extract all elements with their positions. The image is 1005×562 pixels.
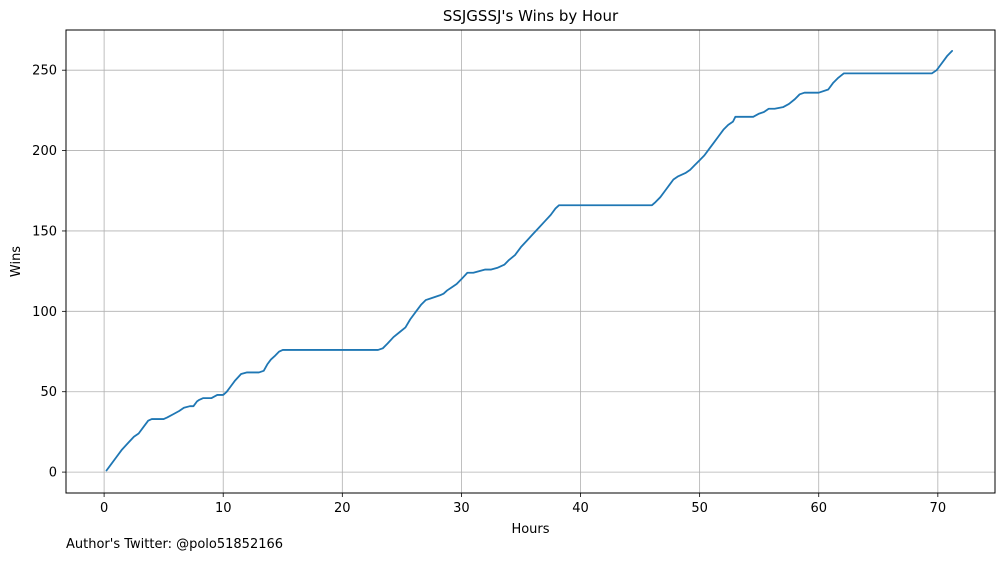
- x-tick-label: 30: [453, 501, 470, 516]
- chart-title: SSJGSSJ's Wins by Hour: [443, 7, 619, 25]
- x-tick-label: 60: [810, 501, 827, 516]
- author-credit: Author's Twitter: @polo51852166: [66, 537, 284, 552]
- grid-lines: [66, 30, 995, 493]
- x-tick-label: 70: [930, 501, 947, 516]
- x-tick-label: 40: [572, 501, 589, 516]
- series-group: [105, 50, 954, 472]
- y-tick-label: 150: [32, 224, 57, 239]
- plot-frame: [65, 29, 996, 494]
- x-axis-label: Hours: [511, 522, 549, 537]
- axis-ticks: 0 10 20 30 40 50 60 70 0 50 100 150 200 250: [32, 64, 946, 516]
- y-tick-label: 200: [32, 144, 57, 159]
- y-tick-label: 250: [32, 64, 57, 79]
- y-axis-label: Wins: [9, 246, 24, 277]
- y-tick-label: 50: [40, 385, 57, 400]
- x-tick-label: 20: [334, 501, 351, 516]
- x-tick-label: 0: [100, 501, 108, 516]
- x-tick-label: 10: [215, 501, 232, 516]
- x-tick-label: 50: [691, 501, 708, 516]
- y-tick-label: 100: [32, 305, 57, 320]
- series-line-0: [105, 50, 954, 472]
- y-tick-label: 0: [49, 466, 57, 481]
